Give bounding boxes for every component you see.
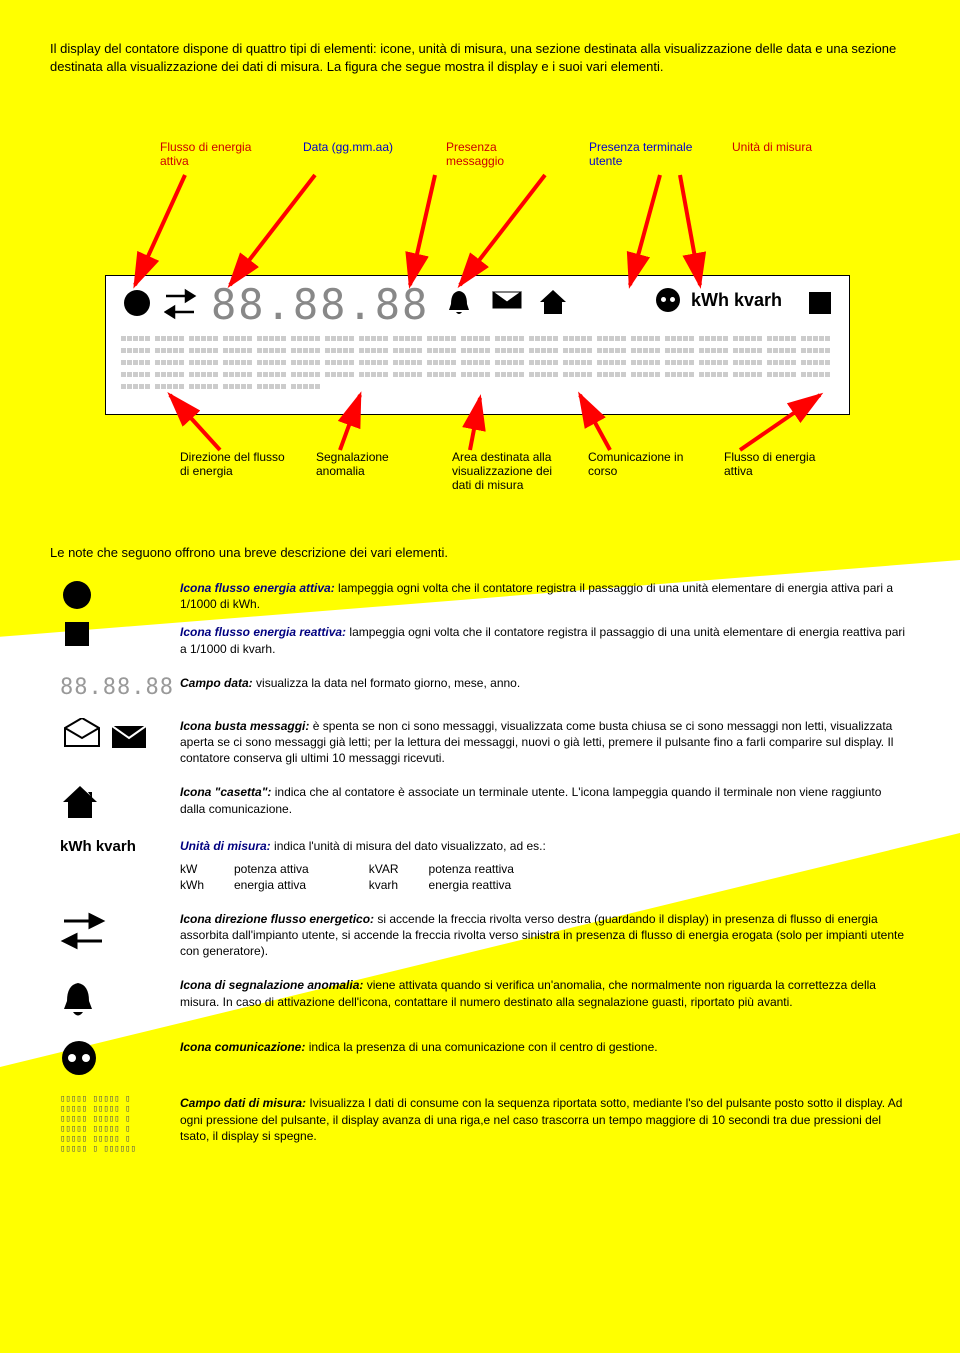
label-flusso: Flusso di energia attiva [160, 140, 265, 168]
reattiva-title: Icona flusso energia reattiva: [180, 625, 346, 639]
top-labels: Flusso di energia attiva Data (gg.mm.aa)… [160, 140, 837, 168]
icon-circle-square [50, 580, 180, 650]
label-data: Data (gg.mm.aa) [303, 140, 408, 168]
top-arrows [100, 170, 860, 300]
icon-date-seg: 88.88.88 [50, 675, 180, 700]
comm-body: indica la presenza di una comunicazione … [305, 1040, 657, 1054]
intro-text: Il display del contatore dispone di quat… [50, 40, 910, 76]
icon-units-text: kWh kvarh [50, 838, 180, 855]
anomalia-title: Icona di segnalazione anomalia: [180, 978, 363, 992]
bottom-arrows [100, 390, 860, 470]
description-list: Icona flusso energia attiva: lampeggia o… [50, 580, 910, 1173]
attiva-title: Icona flusso energia attiva: [180, 581, 335, 595]
icon-envelopes [50, 718, 180, 754]
unita-body: indica l'unità di misura del dato visual… [271, 839, 546, 853]
icon-data-matrix: ▯▯▯▯▯ ▯▯▯▯▯ ▯▯▯▯▯▯ ▯▯▯▯▯ ▯▯▯▯▯▯ ▯▯▯▯▯ ▯▯… [50, 1095, 180, 1154]
unita-title: Unità di misura: [180, 839, 271, 853]
data-title: Campo data: [180, 676, 253, 690]
icon-house [50, 784, 180, 820]
label-unita: Unità di misura [732, 140, 837, 168]
icon-flow-arrows [50, 911, 180, 951]
casetta-title: Icona "casetta": [180, 785, 271, 799]
icon-bell [50, 977, 180, 1021]
icon-comm [50, 1039, 180, 1077]
unit-table: kWkWhpotenza attivaenergia attiva kVARkv… [180, 861, 910, 893]
comm-title: Icona comunicazione: [180, 1040, 305, 1054]
busta-title: Icona busta messaggi: [180, 719, 309, 733]
data-body: visualizza la data nel formato giorno, m… [253, 676, 520, 690]
label-presenza-msg: Presenza messaggio [446, 140, 551, 168]
direzione-title: Icona direzione flusso energetico: [180, 912, 374, 926]
label-presenza-term: Presenza terminale utente [589, 140, 694, 168]
casetta-body: indica che al contatore è associate un t… [180, 785, 881, 815]
notes-intro: Le note che seguono offrono una breve de… [50, 545, 448, 560]
dati-title: Campo dati di misura: [180, 1096, 306, 1110]
